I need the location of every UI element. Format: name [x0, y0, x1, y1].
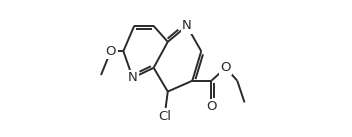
Text: N: N: [182, 19, 192, 32]
Text: N: N: [128, 71, 138, 84]
Text: O: O: [105, 45, 116, 58]
Text: Cl: Cl: [158, 110, 171, 123]
Text: O: O: [206, 100, 216, 113]
Text: O: O: [220, 61, 231, 74]
